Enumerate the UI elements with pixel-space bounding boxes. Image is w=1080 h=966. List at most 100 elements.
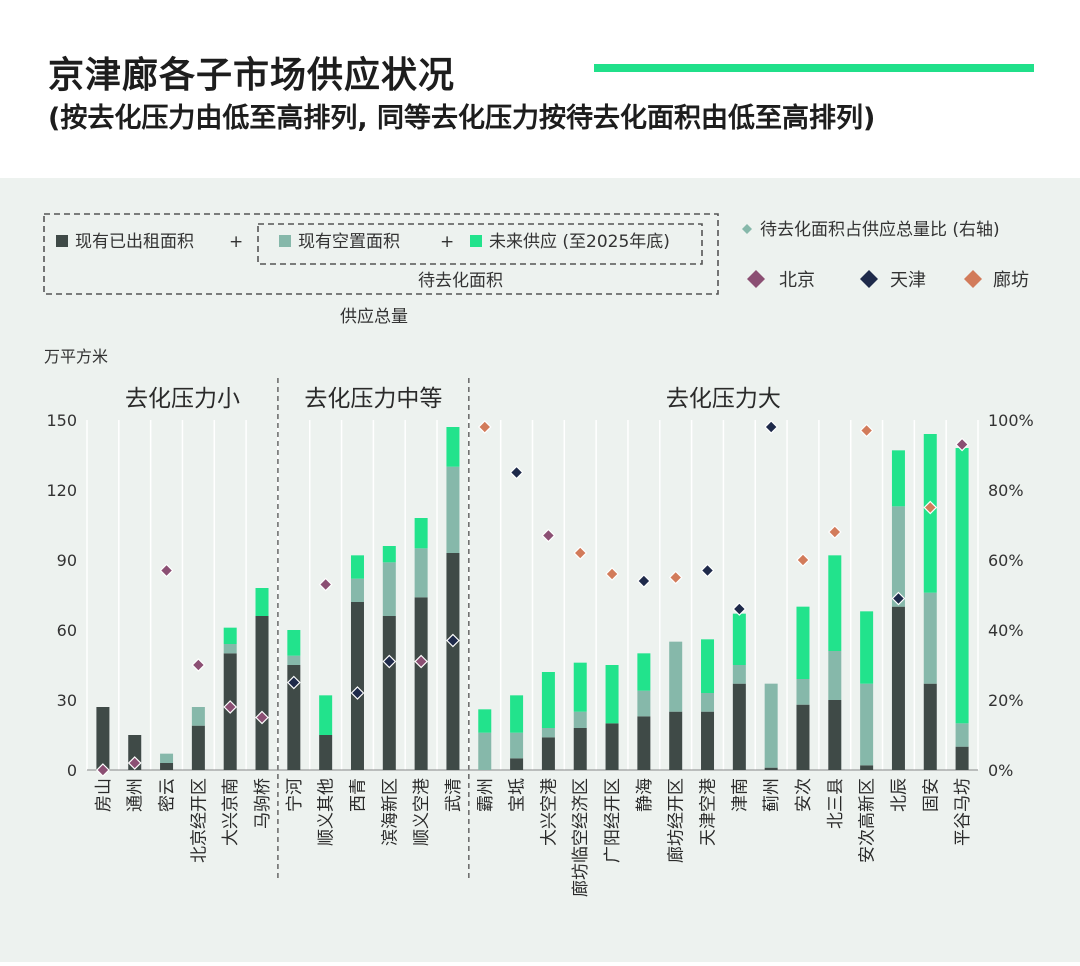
bar-leased: [446, 553, 460, 770]
category-label: 霸州: [476, 778, 496, 812]
bar-vacant: [191, 707, 205, 726]
accent-line: [594, 64, 1034, 72]
legend-vacant-label: 现有空置面积: [298, 232, 400, 252]
ratio-marker: [605, 567, 619, 581]
bar-future: [637, 653, 651, 691]
y2-tick-label: 100%: [988, 411, 1034, 430]
bar-leased: [573, 728, 587, 770]
ratio-marker: [573, 546, 588, 560]
chart-title: 京津廊各子市场供应状况: [48, 55, 456, 96]
bar-leased: [701, 711, 715, 770]
y2-tick-label: 20%: [988, 691, 1024, 710]
bar-future: [732, 613, 746, 665]
bar-leased: [637, 716, 651, 770]
category-label: 西青: [348, 778, 368, 812]
ratio-marker: [637, 574, 651, 588]
ratio-marker: [923, 500, 938, 515]
bar-leased: [191, 725, 205, 770]
y-tick-label: 30: [57, 691, 77, 710]
bar-future: [573, 662, 587, 712]
category-label: 马驹桥: [253, 778, 273, 829]
legend-total-box: [43, 213, 719, 295]
ratio-marker: [796, 553, 810, 567]
bar-vacant: [414, 548, 428, 598]
bar-leased: [796, 704, 810, 770]
chart-panel: 现有已出租面积 + 现有空置面积 + 未来供应 (至2025年底) 待去化面积 …: [0, 178, 1080, 962]
legend-vacant-swatch: [279, 235, 291, 247]
category-label: 北京经开区: [189, 778, 209, 863]
legend-beijing-marker: [747, 270, 765, 288]
category-label: 廊坊临空经济区: [571, 778, 591, 897]
bar-vacant: [223, 644, 237, 654]
category-label: 固安: [921, 778, 941, 812]
ratio-marker: [827, 525, 842, 539]
bar-vacant: [573, 711, 587, 728]
category-label: 廊坊经开区: [667, 778, 687, 863]
bar-leased: [764, 767, 778, 770]
bar-vacant: [891, 506, 905, 607]
y2-tick-label: 40%: [988, 621, 1024, 640]
category-label: 蓟州: [762, 778, 782, 812]
category-label: 天津空港: [699, 778, 719, 846]
group-label: 去化压力中等: [304, 386, 442, 412]
y-tick-label: 0: [67, 761, 77, 780]
bar-vacant: [669, 641, 683, 712]
category-label: 密云: [158, 778, 178, 812]
category-label: 平谷马坊: [953, 778, 973, 846]
bar-vacant: [541, 728, 555, 738]
ratio-marker: [255, 710, 269, 725]
ratio-marker: [414, 654, 428, 669]
bar-future: [223, 627, 237, 644]
bar-leased: [923, 683, 937, 770]
legend-future-label: 未来供应 (至2025年底): [489, 232, 670, 252]
ratio-marker: [96, 763, 110, 777]
bar-future: [382, 546, 396, 563]
ratio-marker: [700, 563, 715, 578]
bar-future: [860, 611, 874, 684]
legend-tianjin-label: 天津: [890, 270, 926, 291]
bar-leased: [541, 737, 555, 770]
legend-plus-2: +: [440, 232, 454, 252]
category-label: 滨海新区: [380, 778, 400, 846]
y-tick-label: 60: [57, 621, 77, 640]
ratio-marker: [668, 570, 683, 585]
ratio-marker: [159, 563, 174, 578]
bar-future: [828, 555, 842, 651]
bar-future: [255, 588, 269, 616]
bar-future: [796, 606, 810, 679]
bar-vacant: [732, 665, 746, 684]
category-label: 广阳经开区: [603, 778, 623, 863]
y2-tick-label: 60%: [988, 551, 1024, 570]
bar-leased: [319, 735, 333, 770]
bar-leased: [669, 711, 683, 770]
ratio-marker: [859, 423, 874, 438]
y-tick-label: 150: [46, 411, 77, 430]
category-label: 武清: [444, 778, 464, 812]
bar-future: [955, 448, 969, 724]
y-tick-label: 90: [57, 551, 77, 570]
legend-leased-swatch: [56, 235, 68, 247]
bar-vacant: [350, 578, 364, 602]
ratio-marker: [382, 654, 397, 669]
category-label: 北三县: [826, 778, 846, 829]
legend-pending-label: 待去化面积: [418, 271, 503, 291]
bar-future: [287, 630, 301, 656]
bar-future: [319, 695, 333, 735]
bar-future: [541, 672, 555, 728]
legend-ratio-label: 待去化面积占供应总量比 (右轴): [760, 220, 1000, 240]
ratio-marker: [955, 437, 969, 452]
ratio-marker: [286, 675, 301, 690]
ratio-marker: [127, 756, 142, 770]
header: 京津廊各子市场供应状况 (按去化压力由低至高排列, 同等去化压力按待去化面积由低…: [0, 0, 1080, 178]
legend-future-swatch: [470, 235, 482, 247]
y2-tick-label: 0%: [988, 761, 1013, 780]
bar-leased: [255, 616, 269, 770]
bar-future: [478, 709, 492, 733]
ratio-marker: [541, 528, 556, 543]
group-label: 去化压力大: [666, 386, 781, 412]
legend-langfang-marker: [964, 270, 982, 288]
legend-ratio-marker: [742, 224, 752, 234]
y2-tick-label: 80%: [988, 481, 1024, 500]
ratio-marker: [764, 420, 779, 434]
legend-langfang-label: 廊坊: [993, 270, 1029, 291]
